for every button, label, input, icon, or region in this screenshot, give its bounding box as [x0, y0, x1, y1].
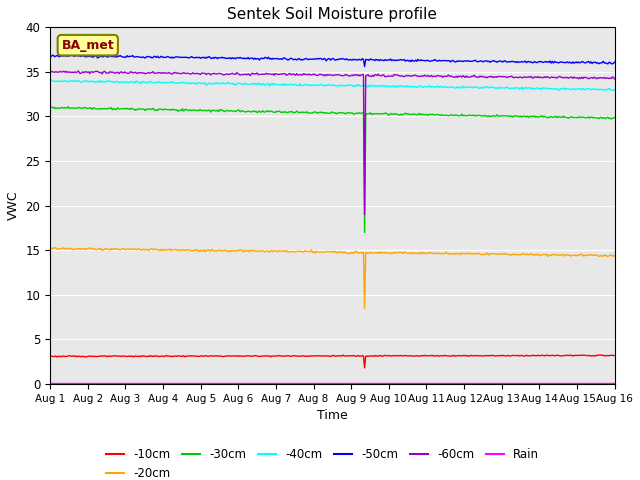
- Text: BA_met: BA_met: [61, 39, 114, 52]
- Y-axis label: VWC: VWC: [7, 191, 20, 220]
- -60cm: [600, 75, 607, 81]
- X-axis label: Time: Time: [317, 409, 348, 422]
- -20cm: [353, 249, 360, 255]
- -40cm: [47, 77, 55, 83]
- -10cm: [383, 353, 391, 359]
- Rain: [84, 380, 92, 385]
- -10cm: [352, 353, 360, 359]
- -30cm: [46, 105, 54, 111]
- -10cm: [600, 353, 607, 359]
- -60cm: [353, 72, 360, 78]
- -10cm: [314, 353, 322, 359]
- -60cm: [74, 68, 82, 74]
- -40cm: [611, 87, 618, 93]
- -20cm: [60, 245, 67, 251]
- Line: -60cm: -60cm: [50, 71, 614, 215]
- -50cm: [46, 54, 54, 60]
- -20cm: [511, 252, 519, 258]
- -60cm: [319, 72, 326, 78]
- Title: Sentek Soil Moisture profile: Sentek Soil Moisture profile: [227, 7, 437, 22]
- Line: -10cm: -10cm: [50, 355, 614, 368]
- Line: -40cm: -40cm: [50, 80, 614, 91]
- -50cm: [611, 59, 618, 65]
- -50cm: [353, 57, 360, 63]
- -40cm: [319, 83, 326, 88]
- -50cm: [319, 57, 326, 62]
- Line: -50cm: -50cm: [50, 55, 614, 67]
- -40cm: [383, 83, 391, 88]
- -60cm: [46, 70, 54, 75]
- Line: -30cm: -30cm: [50, 107, 614, 232]
- Line: -20cm: -20cm: [50, 248, 614, 308]
- -30cm: [611, 114, 618, 120]
- -60cm: [316, 72, 323, 77]
- -20cm: [46, 245, 54, 251]
- -20cm: [600, 252, 607, 258]
- -20cm: [361, 305, 369, 311]
- -30cm: [319, 110, 326, 116]
- -50cm: [316, 56, 323, 62]
- -10cm: [46, 354, 54, 360]
- -20cm: [385, 250, 392, 256]
- -50cm: [361, 64, 369, 70]
- -50cm: [68, 52, 76, 58]
- -10cm: [318, 353, 326, 359]
- -10cm: [611, 353, 618, 359]
- -10cm: [361, 365, 369, 371]
- -30cm: [353, 110, 360, 116]
- -10cm: [510, 353, 518, 359]
- -30cm: [65, 104, 72, 109]
- -50cm: [385, 57, 392, 62]
- -30cm: [511, 113, 519, 119]
- -40cm: [598, 87, 606, 93]
- -50cm: [511, 59, 519, 65]
- Rain: [46, 380, 54, 385]
- -30cm: [316, 109, 323, 115]
- -40cm: [46, 77, 54, 83]
- -20cm: [316, 249, 323, 255]
- -40cm: [510, 85, 518, 91]
- -60cm: [361, 212, 369, 217]
- -20cm: [319, 249, 326, 255]
- -60cm: [511, 74, 519, 80]
- Legend: -10cm, -20cm, -30cm, -40cm, -50cm, -60cm, Rain: -10cm, -20cm, -30cm, -40cm, -50cm, -60cm…: [101, 444, 544, 480]
- -40cm: [316, 82, 323, 88]
- -60cm: [385, 73, 392, 79]
- -50cm: [600, 59, 607, 64]
- -40cm: [353, 82, 360, 88]
- -20cm: [611, 253, 618, 259]
- -40cm: [610, 88, 618, 94]
- -30cm: [361, 229, 369, 235]
- -30cm: [385, 112, 392, 118]
- -10cm: [598, 352, 606, 358]
- -60cm: [611, 76, 618, 82]
- -30cm: [600, 115, 607, 120]
